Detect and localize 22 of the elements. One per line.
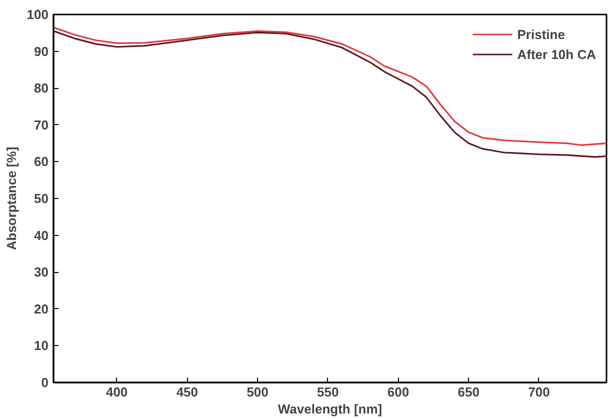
y-tick-label: 0	[41, 375, 49, 390]
x-tick-label: 600	[387, 384, 410, 400]
legend-label: After 10h CA	[517, 46, 596, 62]
legend-label: Pristine	[517, 26, 565, 42]
x-tick-label: 650	[458, 384, 480, 400]
y-tick-label: 50	[34, 191, 49, 206]
x-axis-title: Wavelength [nm]	[278, 402, 382, 416]
x-tick-label: 400	[106, 384, 128, 400]
y-tick-label: 30	[34, 264, 49, 280]
x-tick-label: 450	[176, 384, 198, 400]
x-tick-label: 700	[528, 384, 550, 400]
x-tick-label: 550	[317, 384, 339, 400]
y-tick-label: 60	[34, 154, 49, 170]
y-tick-label: 70	[34, 117, 49, 132]
y-axis-title: Absorptance [%]	[4, 146, 19, 250]
y-tick-label: 20	[34, 301, 49, 316]
y-tick-label: 80	[34, 80, 49, 96]
y-tick-label: 10	[34, 338, 49, 354]
y-tick-label: 90	[34, 44, 49, 59]
x-tick-label: 500	[246, 384, 268, 400]
y-tick-label: 40	[34, 228, 49, 243]
y-tick-label: 100	[26, 7, 49, 22]
